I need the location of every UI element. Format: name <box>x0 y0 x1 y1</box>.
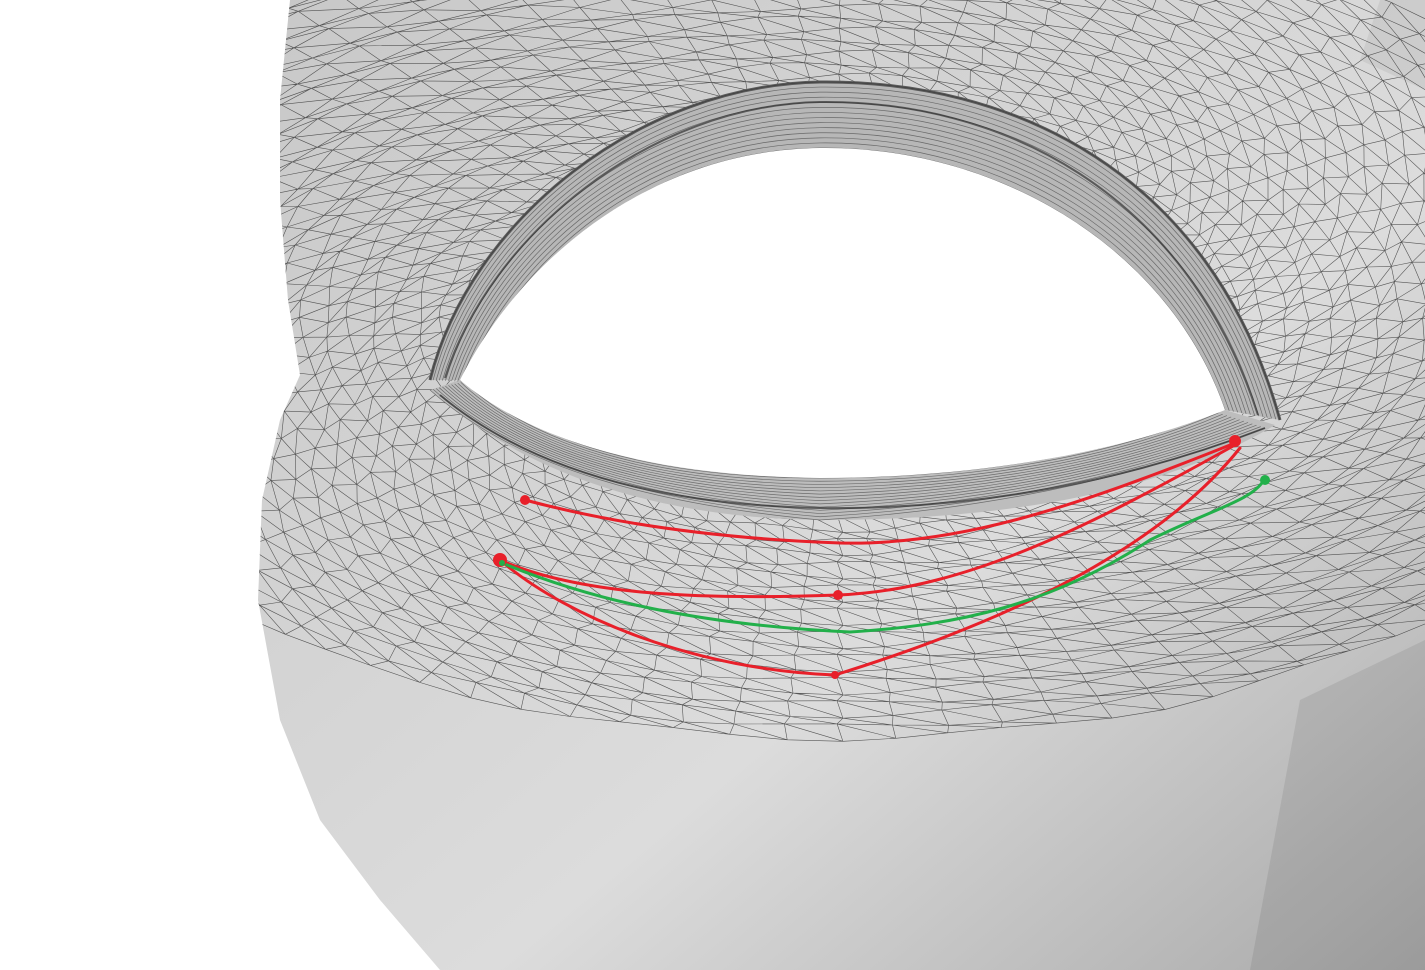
green-curve[interactable] <box>498 476 1267 634</box>
control-point-bottom[interactable] <box>831 671 839 679</box>
control-point-green-right[interactable] <box>1260 475 1270 485</box>
control-point-middle[interactable] <box>833 590 843 600</box>
control-point-upper-left[interactable] <box>520 495 530 505</box>
eye-opening <box>460 147 1225 478</box>
eyelid-rim-edges <box>429 81 1281 521</box>
eyelid-rim <box>428 80 1282 521</box>
control-points <box>493 435 1270 679</box>
control-point-right[interactable] <box>1229 435 1241 447</box>
control-point-green-left[interactable] <box>499 560 505 566</box>
eyelid-rim-lines <box>429 81 1281 521</box>
cheek-shadow <box>1250 640 1425 970</box>
red-curve-upper[interactable] <box>523 443 1232 545</box>
